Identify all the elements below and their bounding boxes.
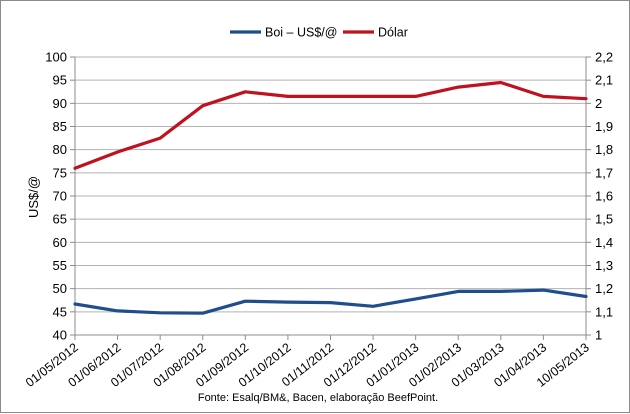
legend: Boi – US$/@ Dólar [230,26,408,40]
legend-label: Boi – US$/@ [265,26,337,40]
left-tick-label: 100 [45,50,67,65]
left-tick-label: 65 [53,212,67,227]
left-tick-label: 60 [53,235,67,250]
right-tick-label: 2,1 [595,73,613,88]
gridlines [75,56,586,336]
right-tick-label: 1,2 [595,281,613,296]
left-tick-label: 85 [53,119,67,134]
left-tick-label: 90 [53,96,67,111]
right-tick-label: 1,5 [595,212,613,227]
legend-label: Dólar [378,26,408,40]
y-axis-label: US$/@ [26,176,41,218]
right-tick-label: 1,7 [595,165,613,180]
series-line-dolar [73,80,588,170]
left-tick-label: 70 [53,189,67,204]
x-axis-ticks: 01/05/201201/06/201201/07/201201/08/2012… [23,335,592,390]
left-tick-label: 45 [53,304,67,319]
left-tick-label: 80 [53,142,67,157]
left-tick-label: 95 [53,73,67,88]
right-tick-label: 1,9 [595,119,613,134]
right-tick-label: 1 [595,328,602,343]
source-note: Fonte: Esalq/BM&, Bacen, elaboração Beef… [198,392,438,404]
left-tick-label: 75 [53,165,67,180]
left-tick-label: 55 [53,258,67,273]
right-tick-label: 2,2 [595,50,613,65]
left-axis-ticks: 40 45 50 55 60 65 70 75 80 85 90 95 100 [45,50,75,343]
right-tick-label: 1,8 [595,142,613,157]
right-tick-label: 1,6 [595,189,613,204]
series-line-boi [73,288,588,315]
series-lines [73,80,588,315]
right-tick-label: 1,4 [595,235,613,250]
right-tick-label: 1,1 [595,304,613,319]
left-tick-label: 50 [53,281,67,296]
left-tick-label: 40 [53,328,67,343]
right-tick-label: 2 [595,96,602,111]
right-tick-label: 1,3 [595,258,613,273]
right-axis-ticks: 1 1,1 1,2 1,3 1,4 1,5 1,6 1,7 1,8 1,9 2 2,1 2,2 [586,50,613,343]
